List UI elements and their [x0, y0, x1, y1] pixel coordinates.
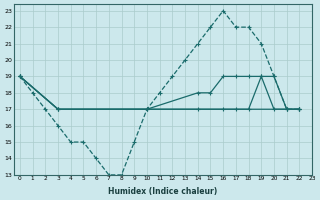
X-axis label: Humidex (Indice chaleur): Humidex (Indice chaleur)	[108, 187, 218, 196]
